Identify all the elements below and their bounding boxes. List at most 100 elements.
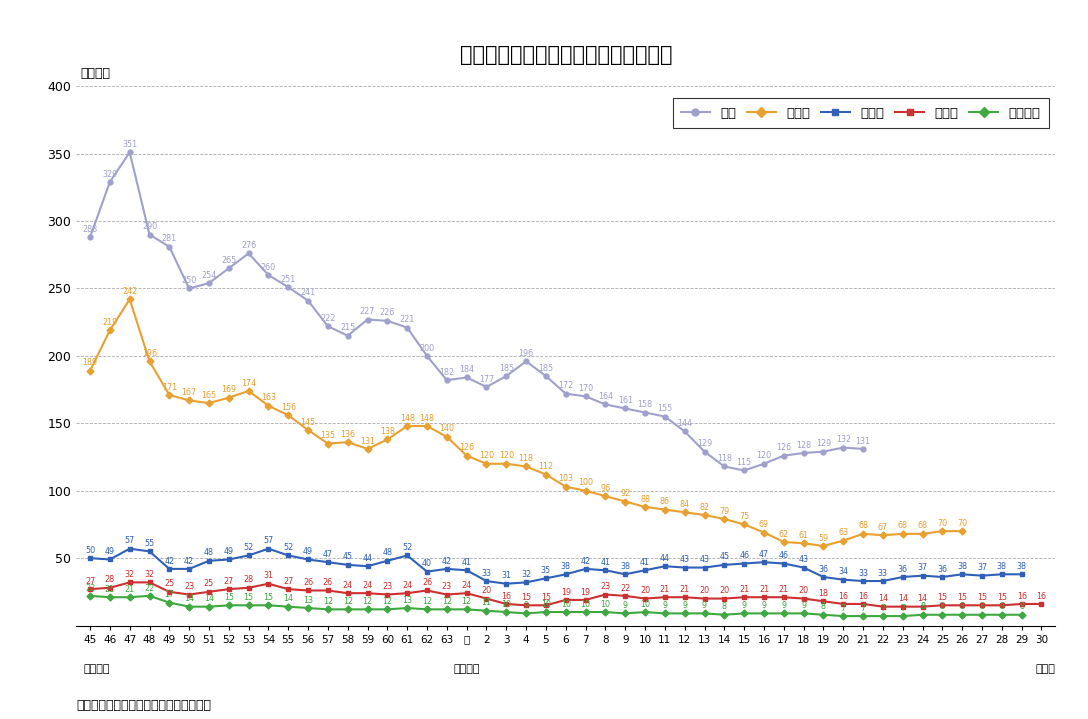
Text: 32: 32 <box>521 570 531 579</box>
Text: 44: 44 <box>362 554 372 563</box>
Text: 45: 45 <box>719 552 729 562</box>
Text: 120: 120 <box>479 452 494 460</box>
Text: 120: 120 <box>498 452 514 460</box>
Text: 23: 23 <box>442 582 452 591</box>
Text: 61: 61 <box>799 531 808 540</box>
Text: 21: 21 <box>739 585 750 594</box>
Text: 27: 27 <box>85 577 95 586</box>
Text: 8: 8 <box>960 603 965 611</box>
Text: 11: 11 <box>482 598 492 608</box>
Text: 20: 20 <box>799 586 808 595</box>
Text: 82: 82 <box>700 503 709 512</box>
Text: 13: 13 <box>403 595 412 605</box>
Text: 170: 170 <box>578 384 593 393</box>
Text: 55: 55 <box>145 539 154 548</box>
Text: 288: 288 <box>83 225 98 234</box>
Text: 15: 15 <box>224 593 234 602</box>
Text: 126: 126 <box>459 444 474 452</box>
Text: 182: 182 <box>440 368 455 377</box>
Text: 131: 131 <box>360 436 375 446</box>
Text: 148: 148 <box>420 413 434 423</box>
Text: 資料：法務省「登記統計月報」より作成: 資料：法務省「登記統計月報」より作成 <box>76 699 211 712</box>
Text: 26: 26 <box>323 578 333 587</box>
Text: （昭和）: （昭和） <box>83 664 110 674</box>
Text: 43: 43 <box>799 555 808 564</box>
Text: 222: 222 <box>320 314 335 323</box>
Text: 226: 226 <box>380 308 395 318</box>
Text: 24: 24 <box>362 581 372 590</box>
Text: 40: 40 <box>422 559 432 568</box>
Text: 7: 7 <box>841 604 845 613</box>
Text: 32: 32 <box>125 570 135 579</box>
Text: 145: 145 <box>300 418 316 426</box>
Text: 70: 70 <box>957 519 967 528</box>
Text: 22: 22 <box>85 584 95 592</box>
Text: 177: 177 <box>479 375 494 383</box>
Text: 36: 36 <box>938 564 948 574</box>
Text: 86: 86 <box>659 498 670 506</box>
Text: 7: 7 <box>900 604 905 613</box>
Text: （万件）: （万件） <box>81 67 110 80</box>
Text: 156: 156 <box>281 403 296 412</box>
Text: 131: 131 <box>855 436 870 446</box>
Text: 49: 49 <box>224 547 234 556</box>
Text: 164: 164 <box>598 392 613 401</box>
Text: 7: 7 <box>861 604 866 613</box>
Text: 242: 242 <box>122 287 137 296</box>
Text: 138: 138 <box>380 427 395 436</box>
Text: 36: 36 <box>898 564 907 574</box>
Text: 120: 120 <box>756 452 771 460</box>
Text: 21: 21 <box>659 585 670 594</box>
Text: 19: 19 <box>560 587 571 597</box>
Text: 15: 15 <box>521 593 531 602</box>
Text: 10: 10 <box>560 600 571 609</box>
Text: 22: 22 <box>620 584 630 592</box>
Text: 15: 15 <box>938 593 948 602</box>
Text: 148: 148 <box>399 413 415 423</box>
Text: 23: 23 <box>382 582 393 591</box>
Text: 62: 62 <box>779 530 789 539</box>
Text: 49: 49 <box>104 547 115 556</box>
Text: 52: 52 <box>403 543 412 552</box>
Text: 31: 31 <box>502 572 511 580</box>
Text: 26: 26 <box>304 578 313 587</box>
Text: 329: 329 <box>102 170 118 178</box>
Text: 118: 118 <box>519 454 533 463</box>
Text: 8: 8 <box>721 603 727 611</box>
Text: 174: 174 <box>242 379 256 388</box>
Text: 50: 50 <box>85 546 95 555</box>
Text: 14: 14 <box>898 595 907 603</box>
Text: 260: 260 <box>261 262 276 272</box>
Text: 20: 20 <box>640 586 651 595</box>
Text: 8: 8 <box>920 603 925 611</box>
Text: 42: 42 <box>442 557 452 566</box>
Text: 169: 169 <box>221 385 236 394</box>
Text: 12: 12 <box>422 597 432 606</box>
Text: 14: 14 <box>203 595 214 603</box>
Text: 38: 38 <box>560 562 571 571</box>
Text: 132: 132 <box>836 435 851 444</box>
Text: 33: 33 <box>878 569 888 577</box>
Text: 36: 36 <box>818 564 828 574</box>
Text: 196: 196 <box>519 349 534 358</box>
Text: 24: 24 <box>461 581 472 590</box>
Text: 136: 136 <box>341 430 355 439</box>
Text: 10: 10 <box>640 600 650 609</box>
Text: 21: 21 <box>125 585 135 594</box>
Text: 9: 9 <box>622 601 628 610</box>
Text: 38: 38 <box>620 562 630 571</box>
Text: 37: 37 <box>917 563 928 572</box>
Text: 135: 135 <box>320 431 335 440</box>
Text: 16: 16 <box>1037 592 1047 600</box>
Text: 171: 171 <box>162 383 177 392</box>
Text: 41: 41 <box>461 558 472 567</box>
Text: 67: 67 <box>878 523 888 532</box>
Text: 41: 41 <box>640 558 650 567</box>
Text: 27: 27 <box>283 577 294 586</box>
Text: 250: 250 <box>182 276 197 285</box>
Text: 35: 35 <box>541 566 551 575</box>
Text: 12: 12 <box>461 597 472 606</box>
Text: 219: 219 <box>102 318 118 327</box>
Text: 21: 21 <box>104 585 115 594</box>
Text: 15: 15 <box>977 593 987 602</box>
